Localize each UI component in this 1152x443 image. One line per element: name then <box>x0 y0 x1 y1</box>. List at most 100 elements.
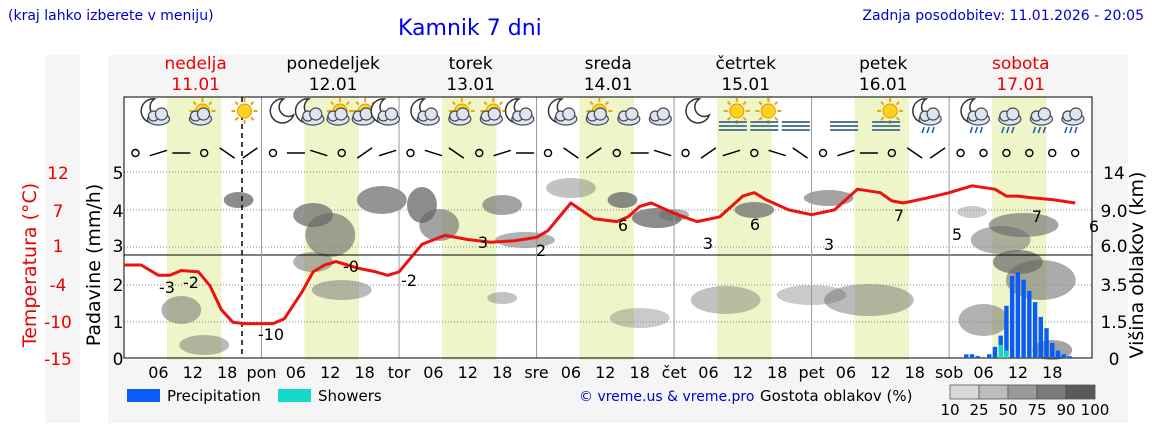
temperature-tick: 12 <box>47 164 69 184</box>
precip-bar <box>1004 305 1009 358</box>
cloud-area <box>988 213 1059 237</box>
region-hint: (kraj lahko izberete v meniju) <box>8 8 214 24</box>
temperature-label: 3 <box>703 234 713 253</box>
moon-rain-icon <box>960 98 990 134</box>
precip-bar <box>1038 316 1043 358</box>
cloud-area <box>356 186 407 214</box>
density-scale-cell <box>1065 384 1096 400</box>
cloud-rain-icon <box>998 107 1022 134</box>
temperature-label: 6 <box>750 215 760 234</box>
x-tick-label: pon <box>246 363 276 382</box>
wind-barb <box>929 147 946 159</box>
precip-bar <box>1027 290 1032 358</box>
copyright: © vreme.us & vreme.pro <box>579 389 754 405</box>
showers-legend-label: Showers <box>318 387 382 405</box>
wind-calm <box>543 148 553 158</box>
temperature-line <box>124 184 1076 326</box>
wind-barb <box>906 147 923 159</box>
density-tick: 100 <box>1081 401 1110 419</box>
precip-bar <box>975 356 980 358</box>
x-tick-label: 18 <box>492 363 512 382</box>
cloud-height-tick: 3.5 <box>1100 276 1127 296</box>
fog-icon <box>781 121 810 131</box>
moon-rain-icon <box>912 98 942 134</box>
x-tick-label: sre <box>524 363 548 382</box>
wind-barb <box>493 149 511 157</box>
wind-calm <box>750 148 759 158</box>
x-tick-label: 12 <box>320 363 340 382</box>
wind-calm <box>1048 148 1057 158</box>
day-name: ponedeljek <box>286 54 380 74</box>
precip-bar <box>969 354 975 358</box>
x-tick-label: 12 <box>183 363 203 382</box>
day-date: 14.01 <box>584 75 633 95</box>
x-tick-label: 12 <box>595 363 615 382</box>
cloud-area <box>305 213 356 257</box>
density-scale-cell <box>1036 384 1067 400</box>
cloud-area <box>223 192 254 208</box>
x-tick-label: čet <box>662 363 687 382</box>
plot-frame <box>123 96 1093 359</box>
temperature-tick: 1 <box>53 237 64 257</box>
precip-tick: 1 <box>113 313 124 333</box>
day-date: 12.01 <box>309 75 358 95</box>
wind-barb <box>310 149 328 157</box>
wind-barb <box>722 149 741 157</box>
cloud-area <box>311 280 372 300</box>
precip-bar <box>1009 275 1015 358</box>
wind-barb <box>219 147 235 159</box>
wind-calm <box>475 148 484 158</box>
cloud-area <box>487 292 518 304</box>
daylight-band <box>717 97 772 360</box>
temperature-label: -10 <box>258 325 284 344</box>
precip-bar <box>987 354 992 358</box>
precip-tick: 5 <box>113 164 124 184</box>
wind-calm <box>612 148 621 158</box>
day-date: 11.01 <box>171 75 220 95</box>
x-tick-label: 06 <box>423 363 443 382</box>
day-name: torek <box>449 54 493 74</box>
temperature-axis-label: Temperatura (°C) <box>19 183 41 348</box>
wind-calm <box>1070 148 1080 158</box>
moon-icon <box>269 98 296 124</box>
precip-tick: 2 <box>113 276 124 296</box>
day-name: sobota <box>992 54 1050 74</box>
moon-cloud-icon <box>294 98 325 126</box>
precip-bar <box>992 346 998 358</box>
chart-title: Kamnik 7 dni <box>398 16 542 41</box>
cloud-height-tick: 1.5 <box>1100 313 1127 333</box>
temperature-label: 2 <box>536 241 546 260</box>
wind-barb <box>768 149 787 157</box>
left-axis-panel <box>45 55 80 423</box>
sun-cloud-icon <box>585 98 613 126</box>
x-tick-label: 18 <box>217 363 237 382</box>
x-tick-label: 06 <box>836 363 856 382</box>
wind-calm <box>200 148 209 158</box>
wind-barb <box>586 147 602 159</box>
cloud-rain-icon <box>1029 107 1053 134</box>
cloud-area <box>609 308 670 328</box>
wind-calm <box>956 148 965 158</box>
temperature-label: -2 <box>183 273 199 292</box>
x-tick-label: 06 <box>286 363 306 382</box>
x-tick-label: 06 <box>698 363 718 382</box>
sun-cloud-icon <box>351 98 379 126</box>
precip-bar <box>1032 302 1038 358</box>
wind-barb <box>356 147 373 159</box>
day-name: nedelja <box>164 54 226 74</box>
cloud-area <box>824 284 914 316</box>
wind-barb <box>700 147 717 159</box>
cloud-icon <box>648 107 672 126</box>
wind-calm <box>268 148 278 158</box>
cloud-height-tick: 9.0 <box>1100 202 1127 222</box>
density-scale-cell <box>949 384 980 400</box>
precipitation-legend-label: Precipitation <box>167 387 261 405</box>
wind-calm <box>681 148 690 158</box>
daylight-band <box>854 97 910 360</box>
cloud-rain-icon <box>1061 107 1085 134</box>
wind-barb <box>653 149 672 157</box>
density-tick: 25 <box>969 401 988 419</box>
precip-tick: 0 <box>113 350 124 370</box>
wind-calm <box>337 148 346 158</box>
